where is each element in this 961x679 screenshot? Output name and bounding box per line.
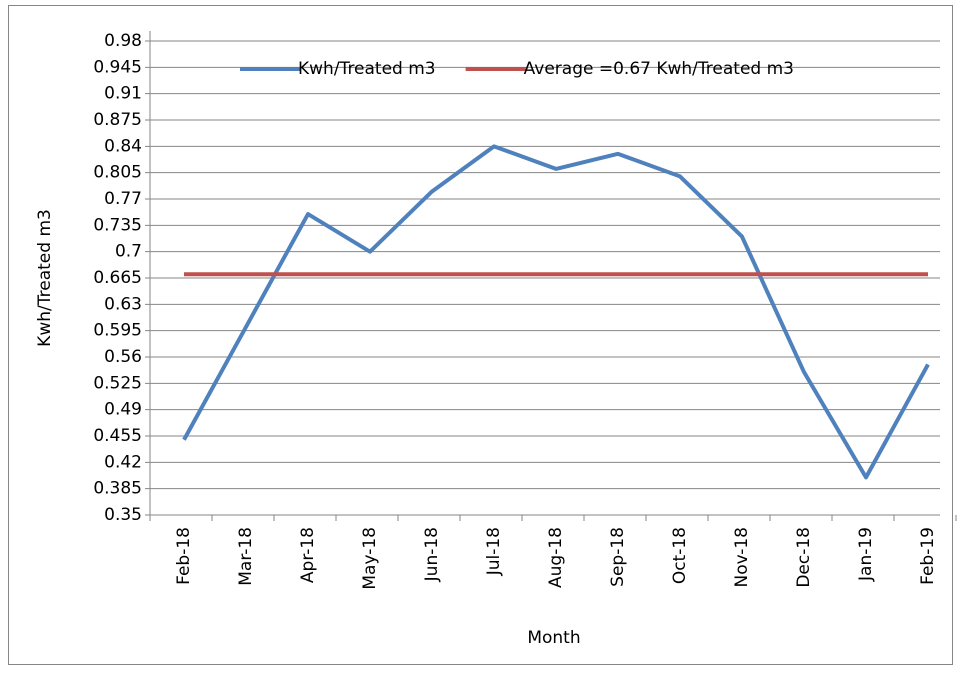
y-tick-label: 0.49 — [104, 400, 142, 420]
x-tick-label: Feb-19 — [918, 527, 938, 585]
y-tick-label: 0.805 — [93, 163, 142, 183]
y-tick-label: 0.455 — [93, 426, 142, 446]
y-tick-label: 0.875 — [93, 110, 142, 130]
x-tick-label: Nov-18 — [732, 527, 752, 588]
x-tick-label: Oct-18 — [670, 527, 690, 584]
x-tick-label: Sep-18 — [608, 527, 628, 587]
y-tick-label: 0.42 — [104, 452, 142, 472]
y-tick-label: 0.56 — [104, 347, 142, 367]
x-tick-label: May-18 — [360, 527, 380, 590]
x-tick-label: Aug-18 — [546, 527, 566, 588]
y-tick-label: 0.525 — [93, 373, 142, 393]
y-tick-label: 0.84 — [104, 136, 142, 156]
x-tick-label: Jul-18 — [484, 527, 504, 576]
y-axis-title: Kwh/Treated m3 — [35, 209, 55, 347]
y-tick-label: 0.98 — [104, 31, 142, 51]
y-tick-label: 0.735 — [93, 215, 142, 235]
series-line — [182, 144, 930, 480]
y-tick-label: 0.63 — [104, 294, 142, 314]
y-tick-label: 0.91 — [104, 84, 142, 104]
x-axis-title: Month — [527, 628, 580, 648]
x-tick-label: Mar-18 — [236, 527, 256, 586]
y-tick-label: 0.665 — [93, 268, 142, 288]
x-tick-label: Apr-18 — [298, 527, 318, 583]
x-tick-label: Dec-18 — [794, 527, 814, 588]
y-tick-label: 0.35 — [104, 505, 142, 525]
x-tick-label: Jan-19 — [856, 527, 876, 582]
y-tick-label: 0.385 — [93, 479, 142, 499]
x-tick-label: Feb-18 — [174, 527, 194, 585]
y-tick-label: 0.7 — [115, 242, 142, 262]
legend-label: Kwh/Treated m3 — [298, 59, 436, 79]
chart-border — [8, 5, 953, 665]
legend-label: Average =0.67 Kwh/Treated m3 — [524, 59, 794, 79]
y-tick-label: 0.77 — [104, 189, 142, 209]
y-tick-label: 0.945 — [93, 57, 142, 77]
x-tick-label: Jun-18 — [422, 527, 442, 582]
y-tick-label: 0.595 — [93, 321, 142, 341]
